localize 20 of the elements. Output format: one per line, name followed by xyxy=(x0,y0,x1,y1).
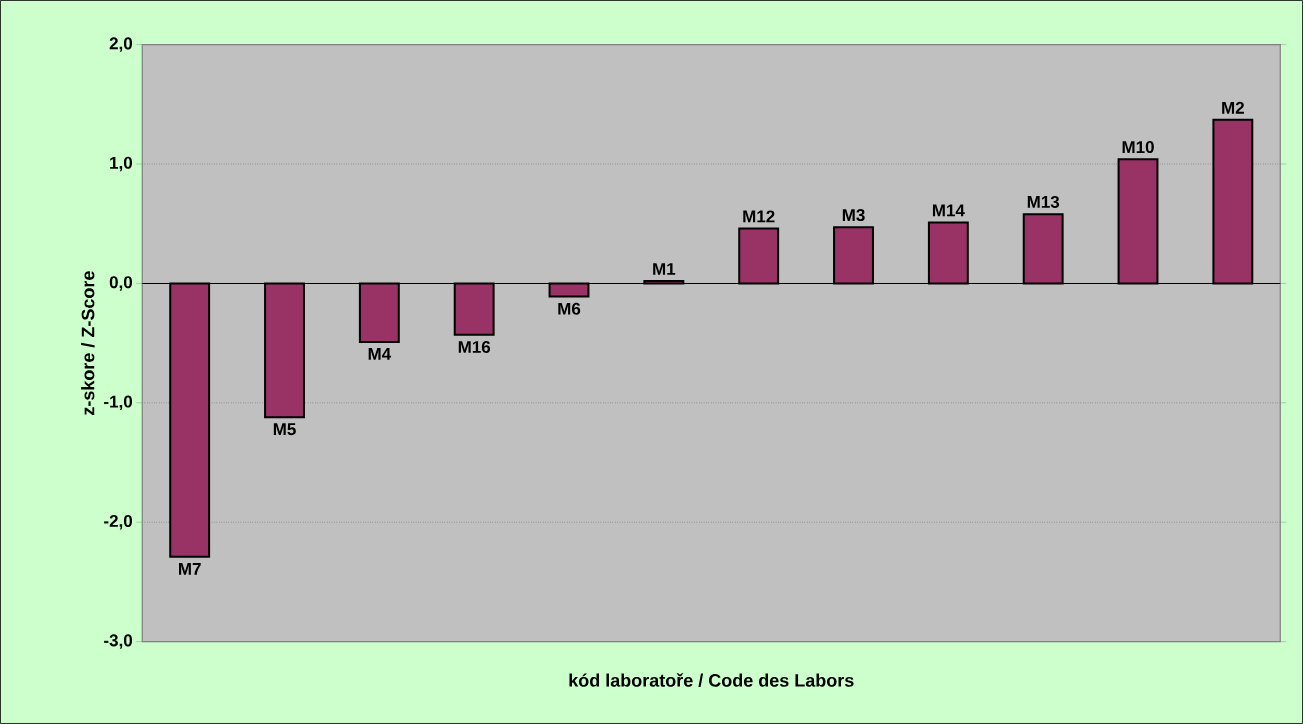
x-tick-label: M7 xyxy=(179,563,201,575)
y-tick-label: 0,0 xyxy=(109,276,133,291)
x-tick-label: M3 xyxy=(842,209,865,222)
y-tick-label: -1,0 xyxy=(104,395,133,411)
x-tick-label: M5 xyxy=(273,423,296,436)
x-tick-label: M2 xyxy=(1222,101,1244,114)
x-tick-label: M12 xyxy=(743,210,775,223)
y-tick-label: 1,0 xyxy=(110,156,133,172)
x-tick-label: M14 xyxy=(932,204,965,217)
x-tick-label: M4 xyxy=(368,348,392,360)
x-tick-label: M10 xyxy=(1122,141,1154,154)
x-tick-label: M16 xyxy=(458,340,491,353)
x-tick-label: M1 xyxy=(653,263,676,275)
x-tick-label: M13 xyxy=(1027,195,1060,208)
x-tick-label: M6 xyxy=(558,302,581,315)
x-axis-title: kód laboratoře / Code des Labors xyxy=(569,673,854,687)
y-tick-label: -2,0 xyxy=(104,514,133,530)
y-tick-label: -3,0 xyxy=(104,634,133,649)
y-axis-title: z-skore / Z-Score xyxy=(81,271,95,415)
y-tick-label: 2,0 xyxy=(109,37,133,52)
